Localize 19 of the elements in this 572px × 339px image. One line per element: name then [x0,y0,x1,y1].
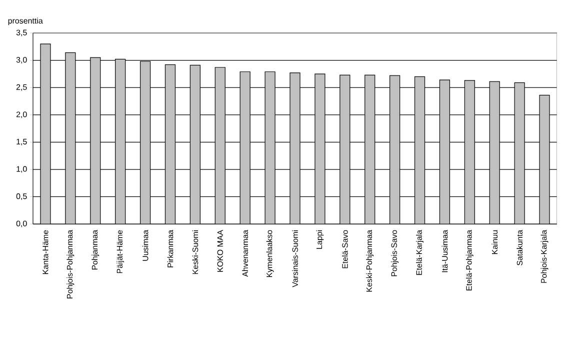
bar [439,80,450,224]
bar [489,81,500,224]
bar [464,80,475,224]
bar [340,74,350,224]
bar [115,58,126,224]
bar [164,64,176,224]
bar [364,74,376,224]
bar [90,57,101,224]
bar [290,72,300,224]
bar [264,71,276,224]
bar [390,75,400,224]
bar [214,67,226,224]
bar [190,64,200,224]
bar [240,71,250,224]
bar [140,61,151,224]
bar [65,52,76,224]
bar [514,82,525,224]
bar [40,44,51,224]
bar [414,76,426,224]
